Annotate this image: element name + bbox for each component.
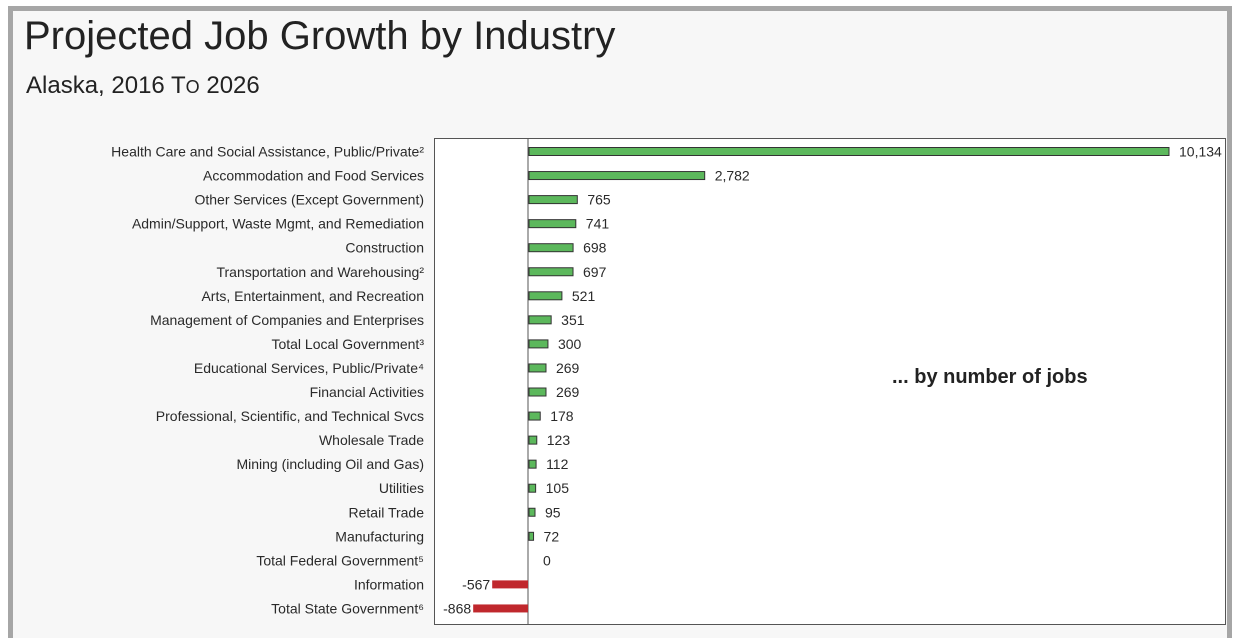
value-label: 269 <box>556 384 580 400</box>
bar <box>528 531 535 541</box>
category-label: Retail Trade <box>349 504 425 520</box>
value-label: 521 <box>572 288 596 304</box>
bar <box>528 387 547 397</box>
bar <box>528 219 577 229</box>
value-label: 105 <box>546 480 570 496</box>
category-label: Transportation and Warehousing² <box>216 264 424 280</box>
value-label: -868 <box>443 600 471 616</box>
category-label: Information <box>354 576 424 592</box>
bar <box>528 459 537 469</box>
category-label: Arts, Entertainment, and Recreation <box>201 288 424 304</box>
bar <box>528 483 537 493</box>
value-label: 123 <box>547 432 571 448</box>
value-label: 698 <box>583 240 607 256</box>
category-label: Construction <box>345 240 424 256</box>
value-label: 2,782 <box>715 168 750 184</box>
bar <box>528 507 536 517</box>
bar <box>528 147 1170 156</box>
category-label: Utilities <box>379 480 424 496</box>
chart-subtitle: Alaska, 2016 TO 2026 <box>26 72 260 99</box>
bar <box>528 243 574 253</box>
value-label: 300 <box>558 336 582 352</box>
category-label: Manufacturing <box>335 528 424 544</box>
bar <box>528 363 547 373</box>
value-label: 178 <box>550 408 574 424</box>
category-label: Wholesale Trade <box>319 432 424 448</box>
category-label: Financial Activities <box>310 384 424 400</box>
value-label: 112 <box>546 456 569 472</box>
category-label: Total Local Government³ <box>271 336 424 352</box>
bar <box>528 315 552 325</box>
category-label: Total Federal Government⁵ <box>256 552 424 568</box>
bar <box>528 267 574 277</box>
bar <box>528 339 549 349</box>
category-label: Educational Services, Public/Private⁴ <box>194 360 424 376</box>
value-label: 95 <box>545 504 561 520</box>
bar <box>528 411 541 421</box>
category-label: Other Services (Except Government) <box>194 192 424 208</box>
bar <box>528 171 706 181</box>
category-label: Total State Government⁶ <box>271 600 424 616</box>
value-label: 269 <box>556 360 580 376</box>
category-label: Mining (including Oil and Gas) <box>236 456 424 472</box>
category-label: Management of Companies and Enterprises <box>150 312 424 328</box>
chart-title: Projected Job Growth by Industry <box>24 14 616 58</box>
bar <box>492 580 528 589</box>
value-label: -567 <box>462 576 490 592</box>
bar <box>473 604 528 613</box>
value-label: 0 <box>543 552 551 568</box>
value-label: 10,134 <box>1179 144 1222 160</box>
bar <box>528 291 563 301</box>
bar <box>528 195 578 205</box>
value-label: 72 <box>544 528 560 544</box>
category-label: Health Care and Social Assistance, Publi… <box>111 144 424 160</box>
value-label: 765 <box>587 192 611 208</box>
category-label: Professional, Scientific, and Technical … <box>156 408 424 424</box>
bar <box>528 435 538 445</box>
category-label: Accommodation and Food Services <box>203 168 424 184</box>
value-label: 697 <box>583 264 607 280</box>
chart-annotation: ... by number of jobs <box>892 366 1088 388</box>
category-label: Admin/Support, Waste Mgmt, and Remediati… <box>132 216 424 232</box>
value-label: 351 <box>561 312 585 328</box>
value-label: 741 <box>586 216 610 232</box>
